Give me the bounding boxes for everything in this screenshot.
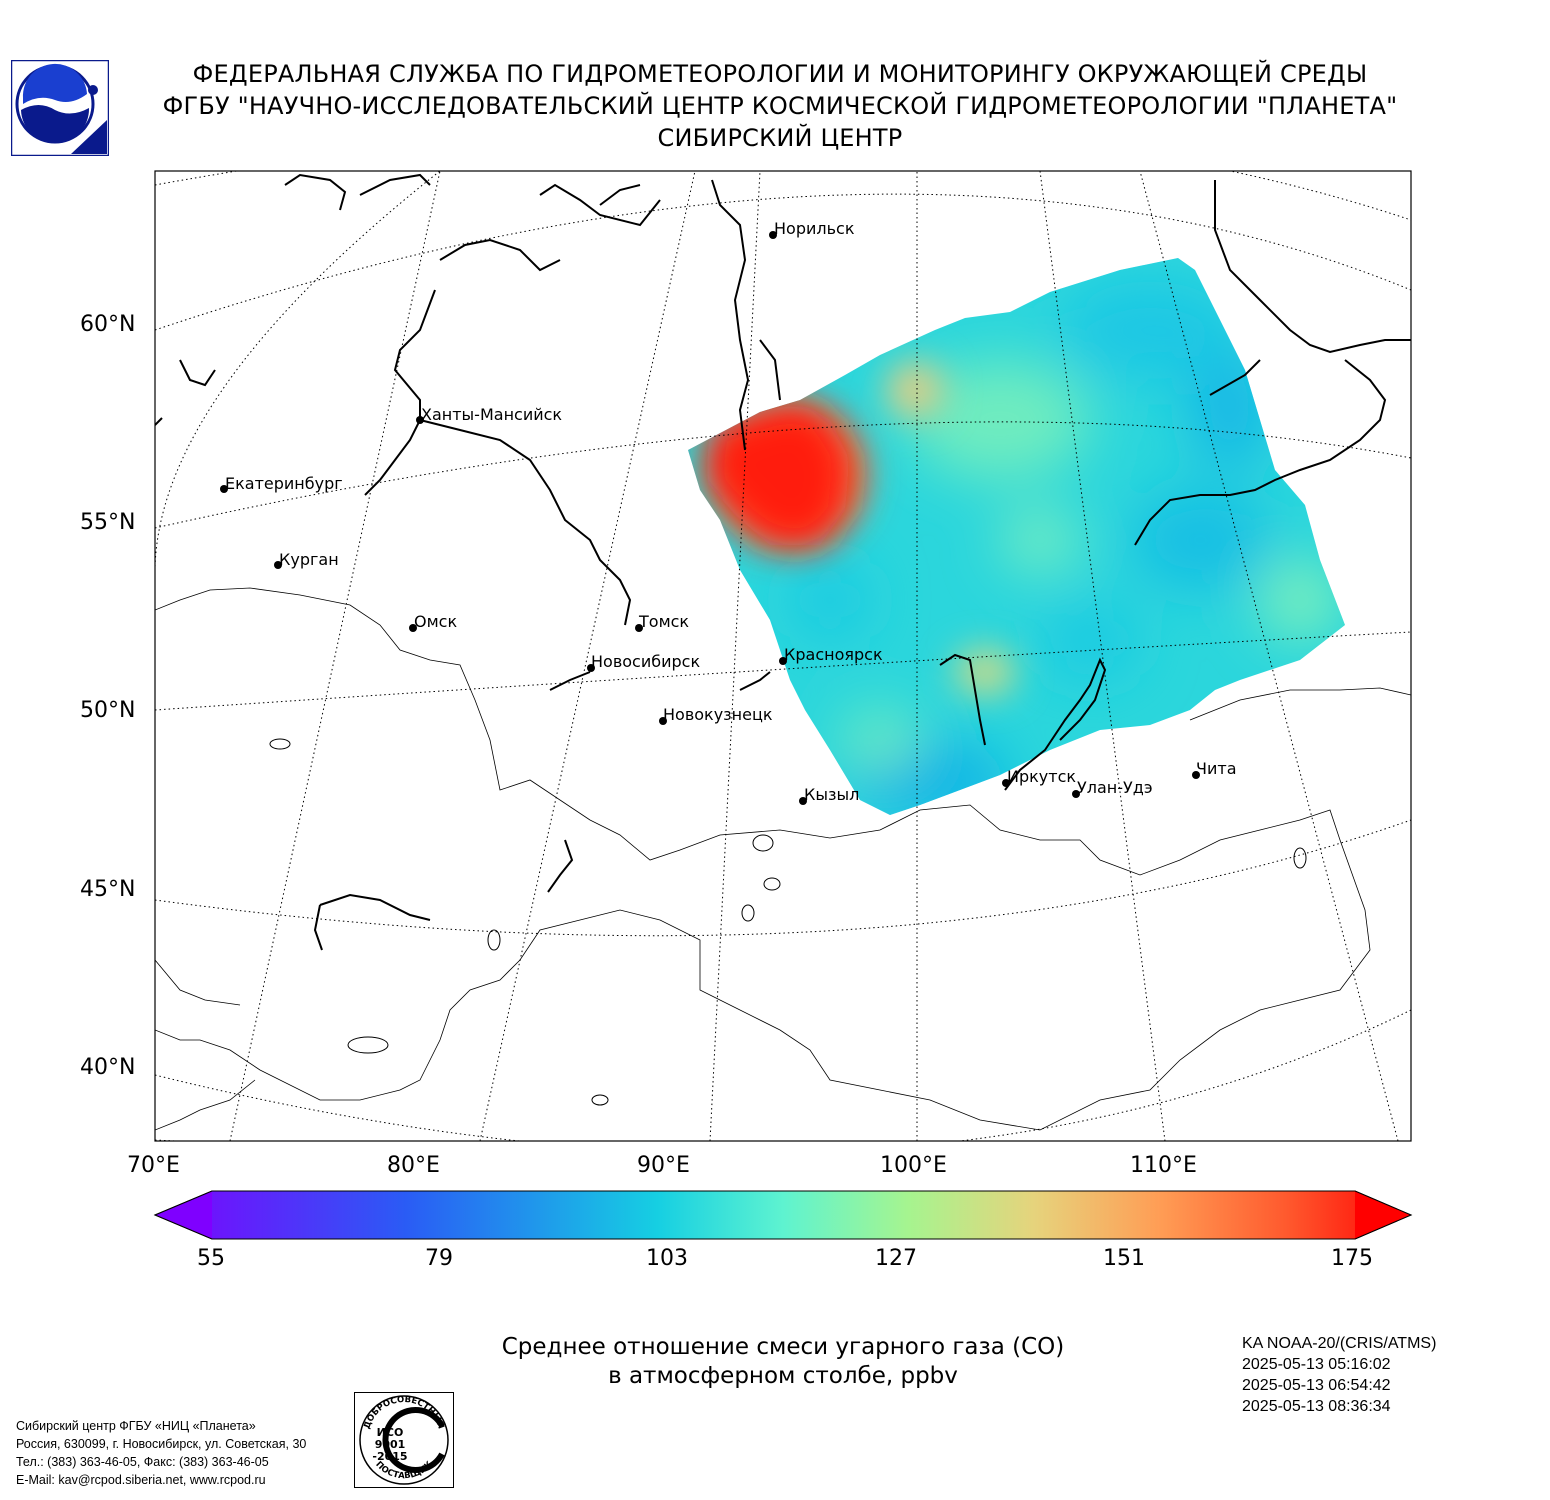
lakes — [269, 738, 1307, 1106]
city-novokuznetsk: Новокузнецк — [659, 705, 773, 725]
caption-line-2: в атмосферном столбе, ppbv — [608, 1363, 958, 1389]
city-yekaterinburg: Екатеринбург — [220, 474, 343, 493]
svg-text:Норильск: Норильск — [774, 219, 855, 238]
satellite-name: KA NOAA-20/(CRIS/ATMS) — [1242, 1335, 1437, 1352]
city-norilsk: Норильск — [769, 219, 855, 239]
svg-text:Кызыл: Кызыл — [804, 785, 859, 804]
planeta-logo — [11, 60, 109, 156]
svg-text:Красноярск: Красноярск — [784, 645, 883, 664]
satellite-time-2: 2025-05-13 06:54:42 — [1242, 1377, 1391, 1394]
colorbar-tick-151: 151 — [1103, 1246, 1145, 1271]
city-krasnoyarsk: Красноярск — [779, 645, 883, 665]
city-novosibirsk: Новосибирск — [587, 652, 700, 672]
city-chita: Чита — [1192, 759, 1237, 779]
city-khanty-mansiysk: Ханты-Мансийск — [416, 405, 562, 424]
caption-line-1: Среднее отношение смеси угарного газа (C… — [501, 1334, 1065, 1360]
svg-text:Новосибирск: Новосибирск — [591, 652, 700, 671]
lat-label-55: 55°N — [80, 510, 136, 535]
map-frame — [154, 170, 1412, 1142]
svg-text:ИСО: ИСО — [377, 1426, 404, 1439]
org-line-3: Тел.: (383) 363-46-05, Факс: (383) 363-4… — [16, 1455, 269, 1469]
header-line-3: СИБИРСКИЙ ЦЕНТР — [657, 124, 903, 152]
city-kyzyl: Кызыл — [799, 785, 859, 805]
lon-label-100: 100°E — [880, 1153, 947, 1178]
lat-label-40: 40°N — [80, 1055, 136, 1080]
header-line-1: ФЕДЕРАЛЬНАЯ СЛУЖБА ПО ГИДРОМЕТЕОРОЛОГИИ … — [192, 60, 1368, 88]
org-line-2: Россия, 630099, г. Новосибирск, ул. Сове… — [16, 1437, 307, 1451]
city-irkutsk: Иркутск — [1002, 767, 1076, 787]
org-line-1: Сибирский центр ФГБУ «НИЦ «Планета» — [16, 1419, 256, 1433]
satellite-time-3: 2025-05-13 08:36:34 — [1242, 1398, 1391, 1415]
colorbar-tick-103: 103 — [646, 1246, 688, 1271]
svg-text:Курган: Курган — [279, 550, 339, 569]
lon-label-110: 110°E — [1130, 1153, 1197, 1178]
svg-text:Улан-Удэ: Улан-Удэ — [1077, 778, 1153, 797]
lon-label-80: 80°E — [387, 1153, 440, 1178]
organization-info: Сибирский центр ФГБУ «НИЦ «Планета» Росс… — [16, 1417, 306, 1489]
city-omsk: Омск — [409, 612, 457, 632]
city-tomsk: Томск — [635, 612, 689, 632]
svg-text:-2015: -2015 — [372, 1450, 407, 1463]
svg-text:Ханты-Мансийск: Ханты-Мансийск — [421, 405, 562, 424]
satellite-time-1: 2025-05-13 05:16:02 — [1242, 1356, 1391, 1373]
city-ulan-ude: Улан-Удэ — [1072, 778, 1153, 798]
colorbar-tick-127: 127 — [875, 1246, 917, 1271]
colorbar-tick-55: 55 — [197, 1246, 225, 1271]
page-header: ФЕДЕРАЛЬНАЯ СЛУЖБА ПО ГИДРОМЕТЕОРОЛОГИИ … — [0, 58, 1550, 154]
svg-text:Екатеринбург: Екатеринбург — [225, 474, 343, 493]
map-caption: Среднее отношение смеси угарного газа (C… — [0, 1333, 1550, 1391]
svg-text:Иркутск: Иркутск — [1007, 767, 1076, 786]
header-line-2: ФГБУ "НАУЧНО-ИССЛЕДОВАТЕЛЬСКИЙ ЦЕНТР КОС… — [162, 92, 1398, 120]
lat-label-50: 50°N — [80, 698, 136, 723]
svg-text:9001: 9001 — [375, 1438, 406, 1451]
lat-label-60: 60°N — [80, 312, 136, 337]
coastlines-rivers — [155, 173, 1411, 951]
svg-text:Томск: Томск — [638, 612, 689, 631]
iso-9001-badge: ДОБРОСОВЕСТНЫЙ ПОСТАВЩИК ИСО 9001 -2015 — [354, 1392, 454, 1488]
org-line-4: E-Mail: kav@rcpod.siberia.net, www.rcpod… — [16, 1473, 266, 1487]
svg-text:Омск: Омск — [414, 612, 457, 631]
graticule — [155, 171, 1411, 1141]
country-borders — [155, 587, 1411, 1131]
lat-label-45: 45°N — [80, 877, 136, 902]
svg-text:Чита: Чита — [1196, 759, 1237, 778]
colorbar — [153, 1190, 1413, 1240]
satellite-info: KA NOAA-20/(CRIS/ATMS) 2025-05-13 05:16:… — [1242, 1333, 1436, 1417]
lon-label-90: 90°E — [637, 1153, 690, 1178]
cities: Норильск Ханты-Мансийск Екатеринбург Кур… — [220, 219, 1237, 805]
colorbar-tick-175: 175 — [1331, 1246, 1373, 1271]
colorbar-tick-79: 79 — [425, 1246, 453, 1271]
city-kurgan: Курган — [274, 550, 339, 569]
co-data-swath — [688, 258, 1345, 815]
lon-label-70: 70°E — [127, 1153, 180, 1178]
svg-text:Новокузнецк: Новокузнецк — [663, 705, 773, 724]
